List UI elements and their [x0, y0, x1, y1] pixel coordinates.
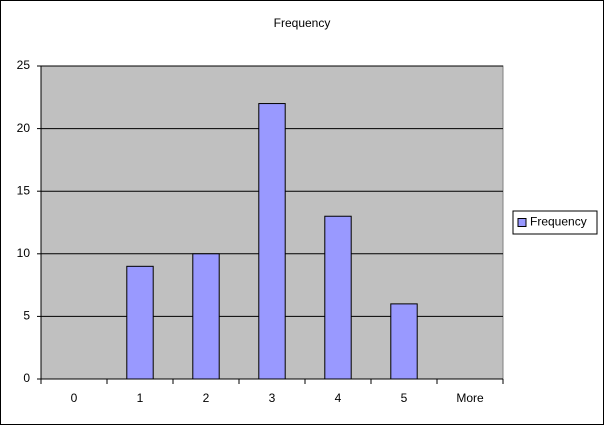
y-tick-label: 5	[23, 309, 30, 323]
x-tick-label: 3	[269, 391, 276, 405]
x-tick-label: 1	[137, 391, 144, 405]
chart-title: Frequency	[274, 16, 331, 30]
x-tick-label: 5	[401, 391, 408, 405]
y-tick-label: 20	[17, 121, 31, 135]
legend-swatch	[517, 218, 527, 227]
bar	[324, 215, 352, 380]
x-tick-label: 4	[335, 391, 342, 405]
bar	[390, 303, 418, 380]
bar	[192, 253, 220, 380]
x-tick-label: 0	[71, 391, 78, 405]
y-tick-label: 10	[17, 246, 31, 260]
legend-box	[512, 210, 598, 235]
y-tick-label: 25	[17, 58, 31, 72]
x-tick-label: 2	[203, 391, 210, 405]
legend-label: Frequency	[530, 215, 587, 229]
y-tick-label: 0	[23, 371, 30, 385]
y-tick-label: 15	[17, 183, 31, 197]
bar	[258, 103, 286, 380]
x-tick-label: More	[456, 391, 484, 405]
bar	[126, 265, 154, 380]
